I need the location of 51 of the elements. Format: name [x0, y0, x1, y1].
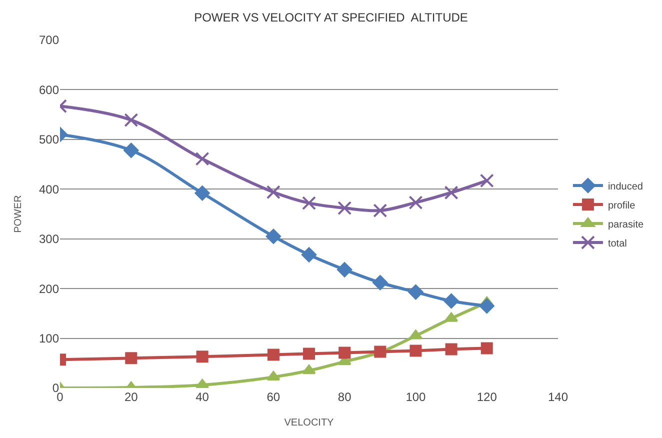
legend-label: profile: [608, 200, 636, 212]
y-tick-label: 600: [38, 82, 60, 97]
y-tick-label: 100: [38, 331, 60, 346]
point: [372, 275, 388, 290]
legend-label: induced: [608, 181, 643, 192]
point: [444, 186, 458, 200]
point: [195, 152, 210, 166]
x-tick-label: 80: [338, 390, 352, 404]
point: [302, 196, 316, 210]
x-tick-label: 40: [196, 390, 210, 404]
point: [124, 113, 138, 128]
x-tick-label: 100: [406, 390, 426, 404]
x-tick-label: 120: [476, 390, 498, 404]
point: [444, 294, 459, 308]
point: [444, 312, 458, 322]
point: [302, 364, 316, 374]
y-tick-label: 500: [38, 132, 60, 147]
point: [338, 201, 352, 216]
chart-title: POWER VS VELOCITY AT SPECIFIED ALTITUDE: [194, 10, 468, 25]
point: [303, 348, 315, 360]
point: [479, 298, 494, 314]
point: [337, 262, 352, 278]
point: [194, 186, 210, 201]
x-axis-title: VELOCITY: [284, 418, 334, 428]
point: [408, 330, 422, 340]
point: [266, 371, 280, 381]
point: [408, 284, 424, 300]
y-tick-label: 400: [38, 182, 60, 196]
x-tick-label: 60: [266, 390, 280, 404]
y-tick-label: 700: [38, 33, 60, 48]
x-tick-label: 20: [124, 390, 138, 404]
point: [196, 350, 208, 363]
point: [373, 204, 388, 218]
y-axis-title: POWER: [12, 195, 24, 233]
point: [266, 228, 281, 244]
legend-label: total: [608, 238, 627, 250]
point: [302, 247, 316, 262]
y-tick-label: 300: [38, 232, 60, 246]
point: [480, 342, 493, 354]
point: [124, 142, 139, 158]
point: [408, 196, 423, 210]
x-tick-label: 140: [548, 390, 568, 404]
legend-label: parasite: [608, 219, 644, 230]
point: [338, 346, 351, 359]
point: [267, 348, 280, 361]
y-tick-label: 200: [38, 282, 60, 296]
point: [445, 343, 458, 356]
point: [410, 344, 422, 357]
point: [480, 174, 494, 188]
point: [125, 352, 138, 364]
point: [266, 185, 280, 200]
